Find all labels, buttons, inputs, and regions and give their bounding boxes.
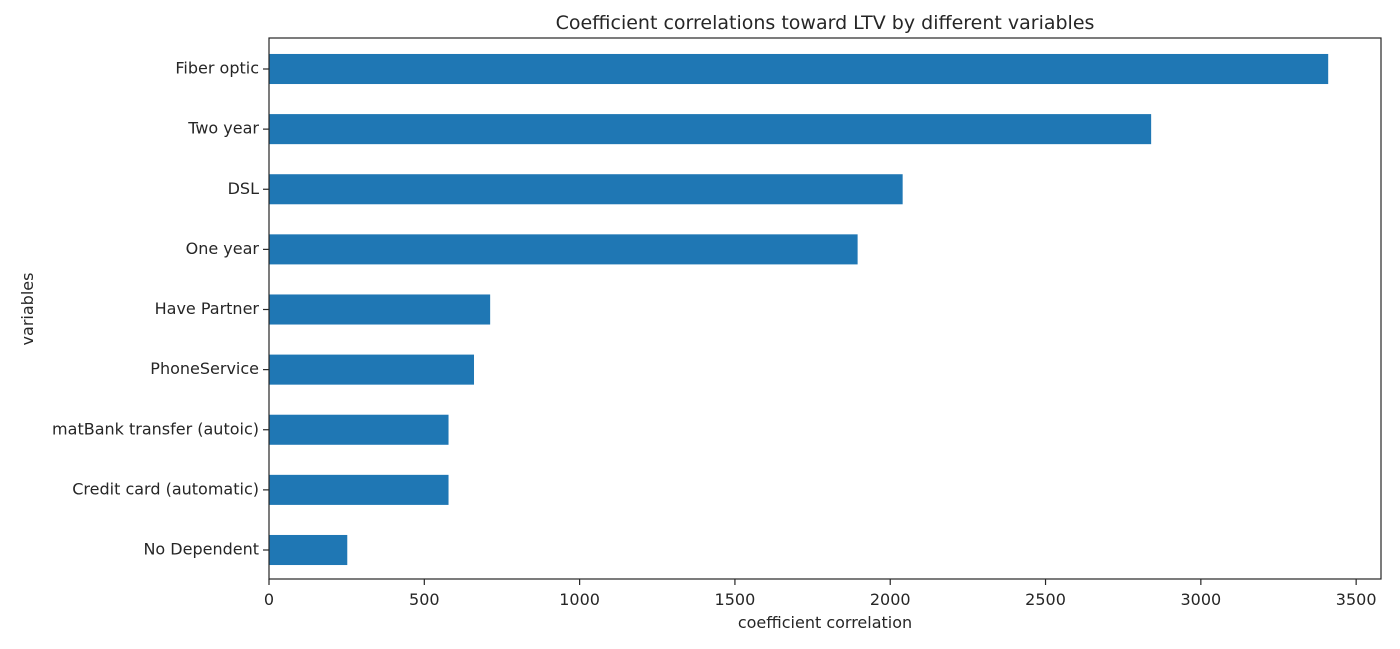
x-tick-label: 3500 — [1336, 590, 1377, 609]
bar-dsl — [269, 174, 903, 205]
x-tick-label: 2500 — [1025, 590, 1066, 609]
bar-fiber-optic — [269, 53, 1329, 85]
bars-layer — [269, 53, 1329, 566]
y-tick-label: Have Partner — [155, 299, 260, 318]
x-tick-label: 1000 — [559, 590, 600, 609]
x-tick-label: 500 — [409, 590, 440, 609]
y-axis-ticks: Fiber optic Two year DSL One year Have Partn… — [52, 59, 269, 559]
bar-one-year — [269, 234, 858, 265]
bar-credit-card-automatic — [269, 474, 449, 505]
x-axis-label: coefficient correlation — [738, 613, 912, 632]
x-tick-label: 2000 — [870, 590, 911, 609]
y-tick-label: Credit card (automatic) — [72, 479, 259, 498]
plot-frame — [268, 37, 1382, 580]
y-tick-label: Two year — [187, 119, 259, 138]
bar-have-partner — [269, 294, 491, 325]
y-tick-label: One year — [186, 239, 260, 258]
y-tick-label: No Dependent — [143, 540, 259, 559]
bar-phoneservice — [269, 354, 475, 385]
bar-no-dependent — [269, 534, 348, 566]
chart-title: Coefficient correlations toward LTV by d… — [556, 12, 1095, 34]
y-tick-label: Fiber optic — [175, 59, 259, 78]
y-axis-label: variables — [18, 273, 37, 346]
x-tick-label: 0 — [264, 590, 274, 609]
y-tick-label: DSL — [228, 179, 259, 198]
y-tick-label: matBank transfer (autoic) — [52, 419, 259, 438]
bar-matbank-transfer-autoic — [269, 414, 449, 445]
y-tick-label: PhoneService — [150, 359, 259, 378]
x-tick-label: 3000 — [1180, 590, 1221, 609]
x-axis-ticks: 0 500 1000 1500 2000 2500 3000 3500 — [264, 579, 1377, 609]
bar-two-year — [269, 114, 1152, 145]
x-tick-label: 1500 — [715, 590, 756, 609]
